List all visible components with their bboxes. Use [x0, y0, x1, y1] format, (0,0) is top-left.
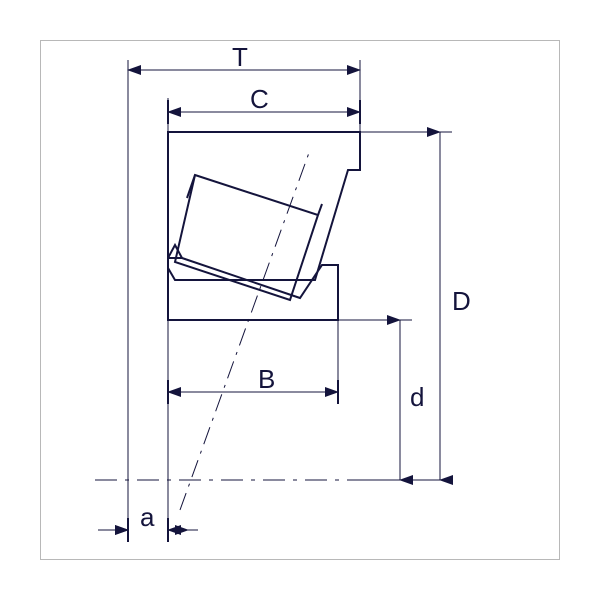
label-C: C	[250, 86, 269, 112]
label-T: T	[232, 44, 248, 70]
drawing-svg	[0, 0, 600, 600]
diagram-stage: T C B D d a	[0, 0, 600, 600]
label-D: D	[452, 288, 471, 314]
cup-outline	[168, 132, 360, 280]
label-d: d	[410, 384, 424, 410]
label-B: B	[258, 366, 275, 392]
taper-axis	[180, 150, 310, 510]
dimension-lines	[98, 70, 440, 542]
label-a: a	[140, 504, 154, 530]
